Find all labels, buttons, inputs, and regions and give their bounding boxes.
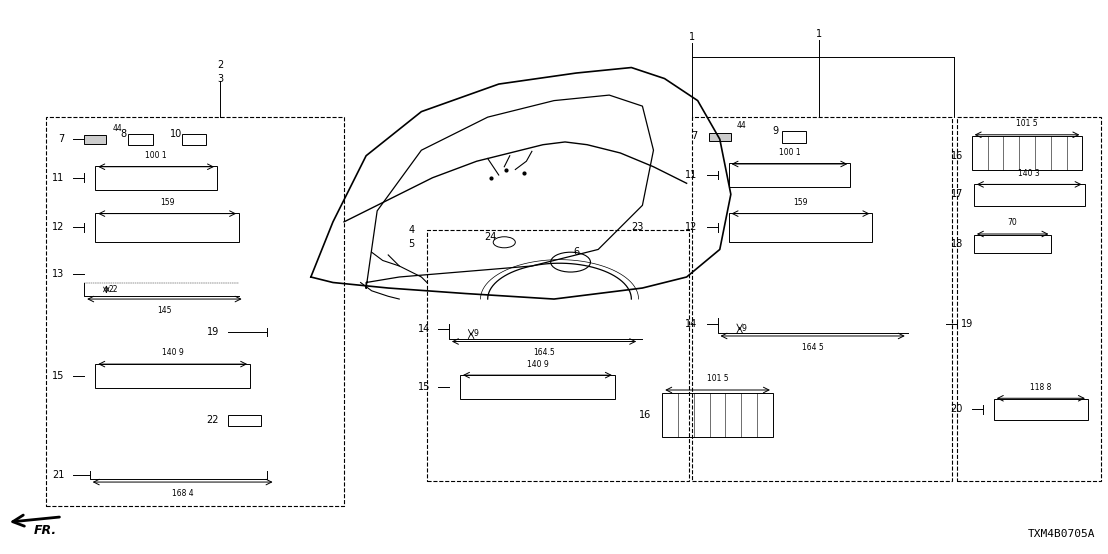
Text: 118 8: 118 8 — [1030, 383, 1051, 392]
Text: 21: 21 — [52, 470, 64, 480]
Bar — [95, 364, 250, 388]
Text: 140 3: 140 3 — [1018, 169, 1040, 178]
Text: 9: 9 — [772, 126, 778, 136]
Bar — [182, 134, 206, 145]
Text: 70: 70 — [1008, 218, 1017, 227]
Text: 140 9: 140 9 — [162, 348, 184, 357]
Text: 101 5: 101 5 — [707, 375, 728, 383]
Text: 12: 12 — [686, 222, 698, 232]
Text: 11: 11 — [686, 170, 698, 180]
Text: 100 1: 100 1 — [779, 148, 800, 157]
Text: 159: 159 — [160, 198, 174, 207]
Bar — [994, 399, 1088, 420]
Bar — [84, 135, 106, 143]
Text: 101 5: 101 5 — [1016, 119, 1038, 128]
Text: TXM4B0705A: TXM4B0705A — [1028, 529, 1096, 539]
Bar — [129, 134, 153, 145]
Text: 4: 4 — [409, 225, 414, 235]
Text: 11: 11 — [52, 173, 64, 183]
Text: 164.5: 164.5 — [533, 348, 555, 357]
Text: FR.: FR. — [34, 524, 58, 537]
Text: 10: 10 — [170, 129, 182, 139]
Text: 44: 44 — [113, 124, 122, 132]
Bar — [460, 375, 615, 399]
Text: 1: 1 — [817, 29, 822, 39]
Bar — [974, 184, 1085, 207]
Text: 15: 15 — [52, 371, 64, 381]
Text: 159: 159 — [793, 198, 808, 207]
Text: 22: 22 — [109, 285, 119, 294]
Text: 14: 14 — [418, 324, 430, 335]
Text: 19: 19 — [207, 327, 219, 337]
Text: 20: 20 — [951, 404, 963, 414]
Text: 18: 18 — [951, 239, 963, 249]
Text: 16: 16 — [951, 151, 963, 161]
Text: 17: 17 — [951, 189, 963, 199]
Text: 8: 8 — [120, 129, 126, 139]
Bar — [95, 213, 239, 242]
Text: 22: 22 — [206, 416, 219, 425]
Text: 24: 24 — [484, 232, 496, 242]
Bar — [974, 234, 1051, 253]
Bar — [729, 213, 872, 242]
Text: 15: 15 — [418, 382, 430, 392]
Text: 19: 19 — [961, 319, 973, 329]
Text: 2: 2 — [217, 60, 224, 70]
Bar — [228, 415, 261, 426]
Text: 164 5: 164 5 — [802, 342, 823, 352]
Bar — [709, 132, 731, 141]
Text: 5: 5 — [409, 239, 414, 249]
Text: 16: 16 — [639, 410, 652, 420]
Text: 7: 7 — [691, 131, 698, 141]
Text: 14: 14 — [686, 319, 698, 329]
Text: 44: 44 — [737, 121, 747, 130]
Bar — [781, 131, 806, 142]
Text: 168 4: 168 4 — [172, 489, 194, 497]
Text: 100 1: 100 1 — [145, 151, 167, 160]
Text: 13: 13 — [52, 269, 64, 279]
Text: 9: 9 — [473, 329, 479, 338]
Text: 1: 1 — [689, 32, 695, 42]
Text: 6: 6 — [573, 247, 579, 257]
Bar — [95, 166, 217, 190]
Bar — [972, 136, 1083, 170]
Text: 12: 12 — [52, 222, 64, 232]
Text: 140 9: 140 9 — [526, 360, 548, 368]
Text: 3: 3 — [217, 74, 224, 84]
Text: 7: 7 — [58, 134, 64, 144]
Bar — [663, 393, 773, 437]
Text: 23: 23 — [632, 222, 644, 232]
Text: 145: 145 — [157, 306, 172, 315]
Bar — [729, 163, 850, 187]
Text: 9: 9 — [742, 324, 747, 333]
